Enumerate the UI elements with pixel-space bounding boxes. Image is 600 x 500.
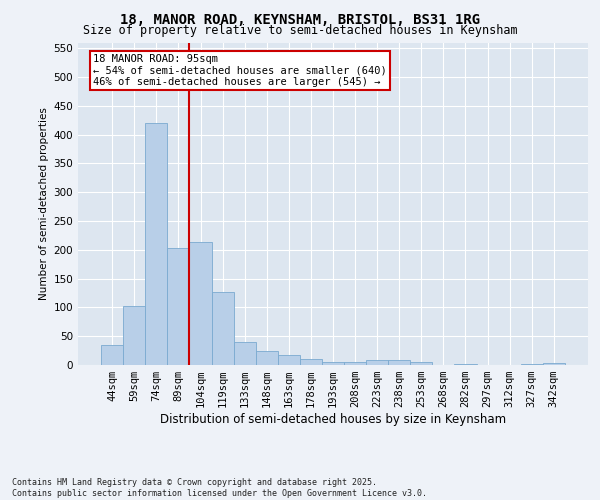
Bar (300, 359, 322, 365)
Text: Contains HM Land Registry data © Crown copyright and database right 2025.
Contai: Contains HM Land Registry data © Crown c… (12, 478, 427, 498)
Bar (167, 248, 190, 365)
Bar (123, 306, 145, 365)
Bar (388, 360, 410, 365)
X-axis label: Distribution of semi-detached houses by size in Keynsham: Distribution of semi-detached houses by … (160, 413, 506, 426)
Bar (190, 242, 212, 365)
Bar (278, 354, 300, 365)
Bar (256, 350, 278, 365)
Bar (366, 360, 388, 365)
Text: Size of property relative to semi-detached houses in Keynsham: Size of property relative to semi-detach… (83, 24, 517, 37)
Bar (145, 123, 167, 365)
Text: 18 MANOR ROAD: 95sqm
← 54% of semi-detached houses are smaller (640)
46% of semi: 18 MANOR ROAD: 95sqm ← 54% of semi-detac… (94, 54, 387, 87)
Bar (101, 345, 123, 365)
Bar (233, 342, 256, 365)
Y-axis label: Number of semi-detached properties: Number of semi-detached properties (39, 108, 49, 300)
Bar (543, 364, 565, 365)
Bar (344, 362, 366, 365)
Bar (521, 364, 543, 365)
Bar (212, 292, 233, 365)
Bar (322, 362, 344, 365)
Text: 18, MANOR ROAD, KEYNSHAM, BRISTOL, BS31 1RG: 18, MANOR ROAD, KEYNSHAM, BRISTOL, BS31 … (120, 12, 480, 26)
Bar (410, 362, 433, 365)
Bar (454, 364, 476, 365)
